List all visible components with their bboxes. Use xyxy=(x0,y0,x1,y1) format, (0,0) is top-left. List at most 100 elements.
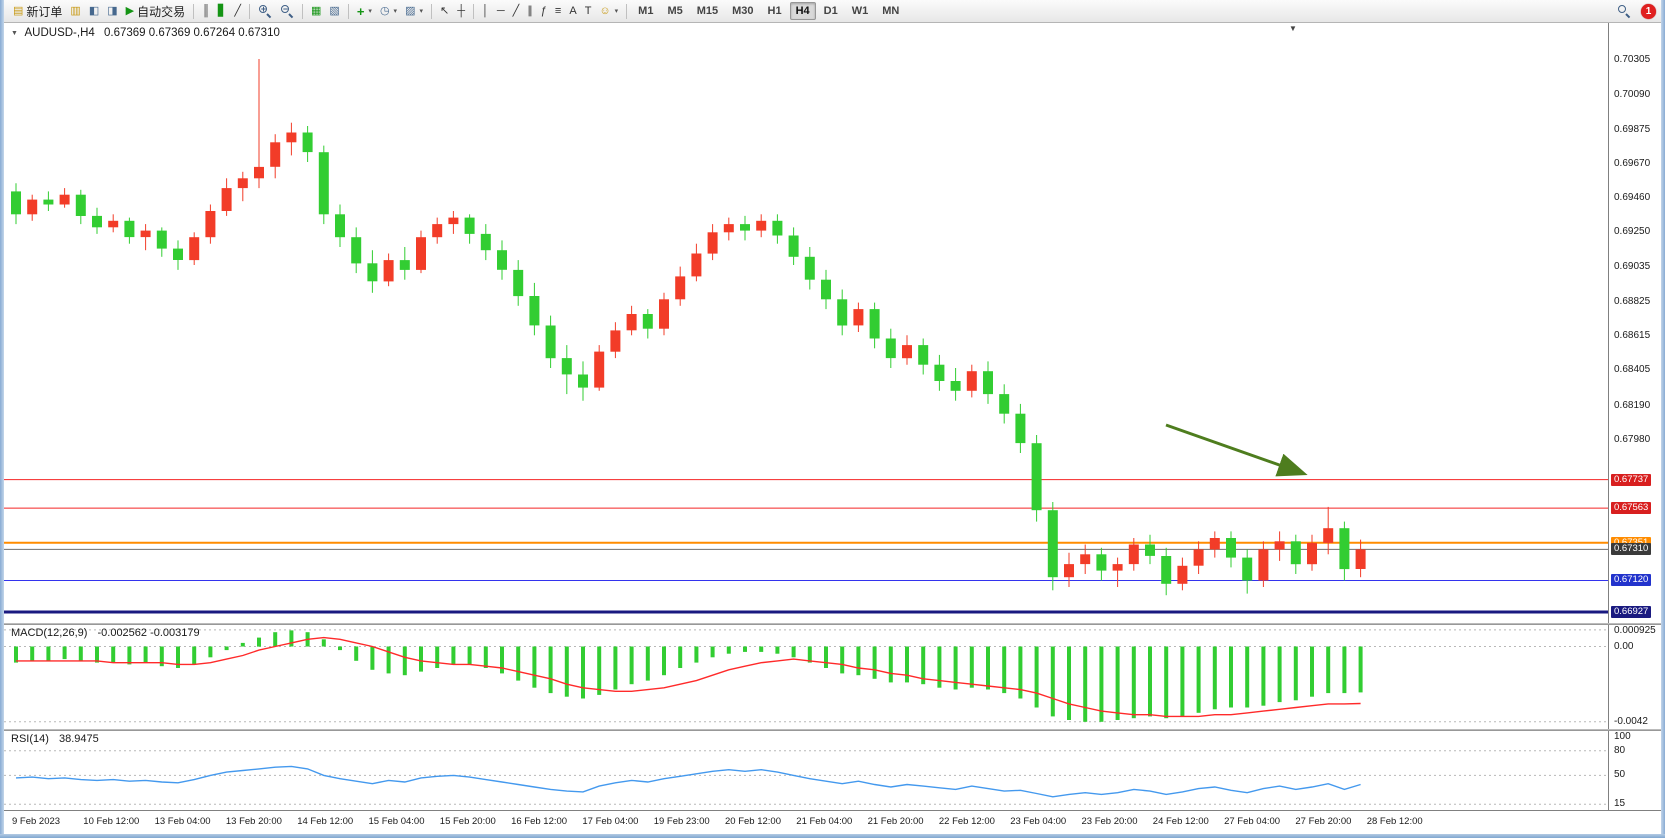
templates-button[interactable]: ▨ ▾ xyxy=(401,1,427,21)
channel-button[interactable]: ∥ xyxy=(523,1,537,21)
rsi-canvas[interactable] xyxy=(4,731,1608,810)
levels-button[interactable]: ≡ xyxy=(551,1,565,21)
new-order-button[interactable]: ▤ 新订单 xyxy=(9,1,66,21)
rsi-value: 38.9475 xyxy=(58,733,99,745)
macd-tick-label: -0.0042 xyxy=(1614,715,1648,727)
notification-badge[interactable]: 1 xyxy=(1641,3,1656,19)
line-chart-icon: ╱ xyxy=(234,4,242,17)
price-tick-label: 0.69460 xyxy=(1614,191,1651,203)
time-axis-label: 28 Feb 12:00 xyxy=(1366,816,1423,827)
chart-shift-marker-icon[interactable]: ▼ xyxy=(1289,24,1297,33)
window-edge xyxy=(1661,0,1665,838)
chart-title: ▼ AUDUSD-,H4 0.67369 0.67369 0.67264 0.6… xyxy=(11,27,280,39)
indicators-button[interactable]: + ▾ xyxy=(353,1,376,21)
time-axis-label: 22 Feb 12:00 xyxy=(938,816,995,827)
crosshair-button[interactable]: ┼ xyxy=(453,1,469,21)
rsi-title: RSI(14) 38.9475 xyxy=(11,733,99,745)
price-chart-canvas[interactable] xyxy=(4,23,1608,623)
cascade-windows-button[interactable]: ▧ xyxy=(325,1,343,21)
text-button[interactable]: A xyxy=(565,1,580,21)
symbol-search-button[interactable] xyxy=(1613,1,1635,21)
time-axis-label: 21 Feb 04:00 xyxy=(796,816,853,827)
timeframe-m30-button[interactable]: M30 xyxy=(732,5,754,17)
levels-icon: ≡ xyxy=(554,4,562,17)
zoom-out-icon: − xyxy=(280,4,294,19)
timeframe-m15-button[interactable]: M15 xyxy=(696,5,719,17)
shapes-button[interactable]: ☺ ▾ xyxy=(595,1,622,21)
price-line-label: 0.66927 xyxy=(1611,606,1652,619)
price-tick-label: 0.68825 xyxy=(1614,295,1651,307)
vertical-line-button[interactable]: │ xyxy=(478,1,493,21)
rsi-panel[interactable]: RSI(14) 38.9475 100 80 50 15 xyxy=(4,731,1661,810)
macd-values: -0.002562 -0.003179 xyxy=(97,627,200,639)
cursor-button[interactable]: ↖ xyxy=(436,1,453,21)
market-watch-button[interactable]: ▥ xyxy=(66,1,84,21)
main-toolbar: ▤ 新订单 ▥ ◧ ◨ ▶ 自动交易 ║ ▋ ╱ + − ▦ ▧ + ▾ ◷ ▾ xyxy=(4,0,1661,23)
price-tick-label: 0.70090 xyxy=(1614,88,1651,100)
macd-tick-label: 0.00 xyxy=(1614,640,1634,652)
bar-chart-button[interactable]: ║ xyxy=(198,1,214,21)
text-icon: A xyxy=(569,4,577,17)
price-tick-label: 0.70305 xyxy=(1614,53,1651,65)
rsi-axis[interactable]: 100 80 50 15 xyxy=(1608,731,1661,810)
timeframe-mn-button[interactable]: MN xyxy=(882,5,900,17)
time-axis-label: 15 Feb 20:00 xyxy=(439,816,496,827)
timeframe-h4-button[interactable]: H4 xyxy=(789,2,816,20)
macd-panel[interactable]: MACD(12,26,9) -0.002562 -0.003179 0.0009… xyxy=(4,625,1661,729)
time-axis-label: 13 Feb 04:00 xyxy=(154,816,211,827)
tile-windows-icon: ▦ xyxy=(311,4,322,17)
price-tick-label: 0.69670 xyxy=(1614,157,1651,169)
time-axis-label: 17 Feb 04:00 xyxy=(582,816,639,827)
one-click-trading-toggle-icon[interactable]: ▼ xyxy=(11,30,18,37)
time-axis-label: 20 Feb 12:00 xyxy=(725,816,781,827)
timeframe-m5-button[interactable]: M5 xyxy=(667,5,683,17)
new-order-label: 新订单 xyxy=(26,4,63,19)
fibonacci-button[interactable]: ƒ xyxy=(537,1,551,21)
fibonacci-icon: ƒ xyxy=(540,4,547,17)
channel-icon: ∥ xyxy=(527,4,533,17)
crosshair-icon: ┼ xyxy=(457,4,465,17)
data-window-button[interactable]: ◧ xyxy=(85,1,103,21)
price-line-label: 0.67563 xyxy=(1611,502,1652,515)
toolbar-separator xyxy=(473,3,474,19)
price-line-label: 0.67120 xyxy=(1611,574,1652,587)
trendline-button[interactable]: ╱ xyxy=(509,1,524,21)
time-axis-label: 10 Feb 12:00 xyxy=(83,816,140,827)
macd-canvas[interactable] xyxy=(4,625,1608,729)
macd-axis[interactable]: 0.000925 0.00 -0.0042 xyxy=(1608,625,1661,729)
window-edge xyxy=(0,0,4,838)
zoom-out-button[interactable]: − xyxy=(276,1,298,21)
candlestick-chart-button[interactable]: ▋ xyxy=(214,1,230,21)
zoom-in-icon: + xyxy=(258,4,272,19)
text-label-button[interactable]: T xyxy=(581,1,596,21)
timeframe-w1-button[interactable]: W1 xyxy=(851,5,869,17)
macd-tick-label: 0.000925 xyxy=(1614,625,1656,636)
timeframe-m1-button[interactable]: M1 xyxy=(638,5,654,17)
line-chart-button[interactable]: ╱ xyxy=(230,1,245,21)
panel-separator[interactable] xyxy=(4,729,1661,731)
shapes-icon: ☺ xyxy=(599,4,611,17)
timeframe-h1-button[interactable]: H1 xyxy=(767,5,782,17)
timeframe-d1-button[interactable]: D1 xyxy=(823,5,838,17)
time-axis-label: 21 Feb 20:00 xyxy=(867,816,924,827)
periods-button[interactable]: ◷ ▾ xyxy=(376,1,401,21)
new-order-icon: ▤ xyxy=(13,4,24,17)
price-axis[interactable]: 0.70305 0.70090 0.69875 0.69670 0.69460 0.692… xyxy=(1608,23,1661,623)
auto-trading-label: 自动交易 xyxy=(137,4,186,19)
price-tick-label: 0.68405 xyxy=(1614,364,1651,376)
horizontal-line-button[interactable]: ─ xyxy=(493,1,509,21)
search-icon xyxy=(1617,4,1631,19)
clock-icon: ◷ xyxy=(379,4,390,17)
time-axis-label: 15 Feb 04:00 xyxy=(368,816,425,827)
cursor-icon: ↖ xyxy=(439,4,450,17)
time-axis-label: 19 Feb 23:00 xyxy=(653,816,710,827)
price-panel[interactable]: ▼ AUDUSD-,H4 0.67369 0.67369 0.67264 0.6… xyxy=(4,23,1661,623)
navigator-button[interactable]: ◨ xyxy=(103,1,121,21)
chart-area: ▼ AUDUSD-,H4 0.67369 0.67369 0.67264 0.6… xyxy=(4,23,1661,834)
panel-separator[interactable] xyxy=(4,623,1661,625)
auto-trading-button[interactable]: ▶ 自动交易 xyxy=(122,1,189,21)
time-axis-label: 23 Feb 20:00 xyxy=(1081,816,1138,827)
tile-windows-button[interactable]: ▦ xyxy=(307,1,325,21)
zoom-in-button[interactable]: + xyxy=(254,1,276,21)
time-axis[interactable]: 9 Feb 2023 10 Feb 12:00 13 Feb 04:00 13 Feb… xyxy=(4,810,1661,834)
